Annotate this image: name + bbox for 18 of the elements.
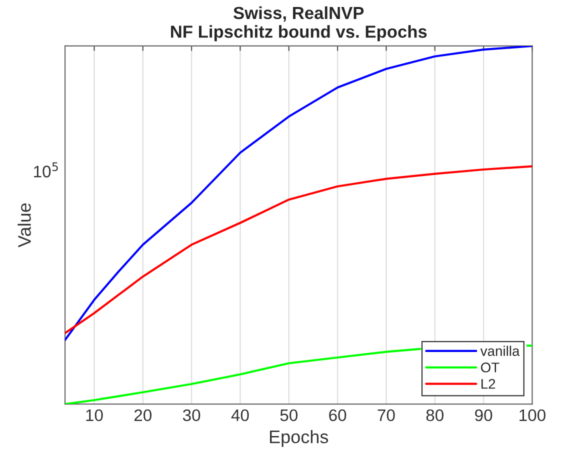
- x-tick-label: 100: [520, 409, 546, 422]
- x-tick-label: 10: [86, 409, 103, 422]
- chart-subtitle: NF Lipschitz bound vs. Epochs: [171, 25, 427, 42]
- x-tick-label: 20: [134, 409, 152, 422]
- legend-label: L2: [481, 378, 496, 389]
- x-tick-label: 40: [231, 409, 249, 422]
- x-tick-label: 90: [475, 409, 492, 422]
- x-axis-title: Epochs: [270, 430, 328, 447]
- x-tick-label: 70: [378, 409, 395, 422]
- chart-title: Swiss, RealNVP: [234, 6, 364, 22]
- legend-label: vanilla: [480, 346, 520, 356]
- legend-label: OT: [481, 362, 500, 372]
- x-tick-label: 80: [426, 409, 444, 422]
- x-tick-label: 60: [329, 409, 346, 422]
- x-tick-label: 30: [182, 409, 200, 422]
- text: 10$^{5}$: [34, 162, 58, 178]
- y-axis-title: Value: [18, 203, 31, 248]
- x-tick-label: 50: [280, 409, 298, 422]
